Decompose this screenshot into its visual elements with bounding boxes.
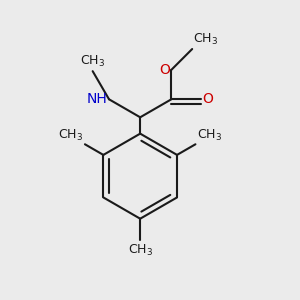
- Text: NH: NH: [87, 92, 107, 106]
- Text: CH$_3$: CH$_3$: [197, 128, 222, 142]
- Text: CH$_3$: CH$_3$: [128, 243, 153, 258]
- Text: O: O: [202, 92, 213, 106]
- Text: O: O: [159, 63, 170, 77]
- Text: CH$_3$: CH$_3$: [80, 53, 105, 69]
- Text: CH$_3$: CH$_3$: [58, 128, 83, 142]
- Text: CH$_3$: CH$_3$: [193, 32, 218, 47]
